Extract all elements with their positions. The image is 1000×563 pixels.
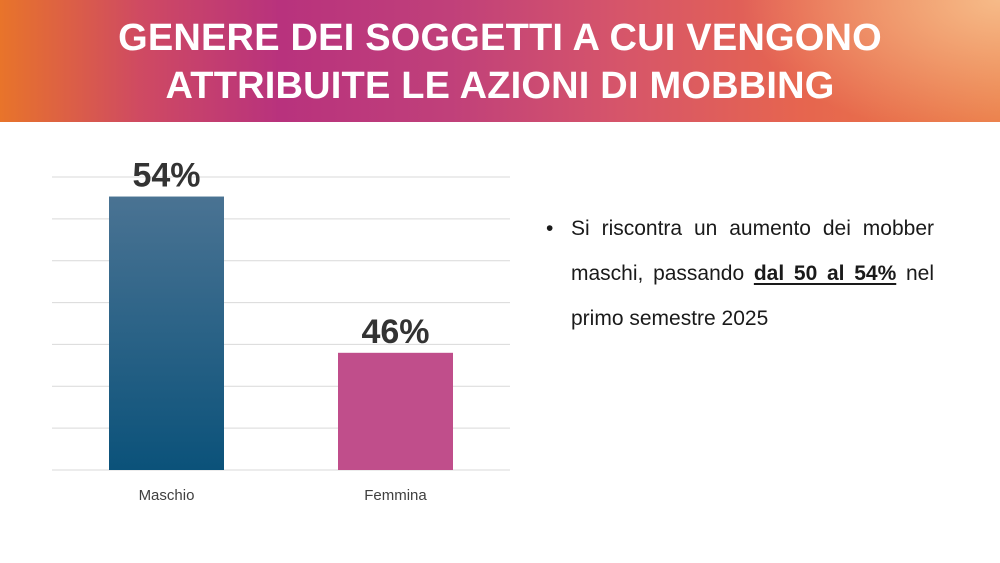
title-banner: GENERE DEI SOGGETTI A CUI VENGONO ATTRIB… <box>0 0 1000 122</box>
bar-femmina <box>338 352 453 470</box>
tick-label-femmina: Femmina <box>364 487 427 504</box>
tick-label-maschio: Maschio <box>139 487 195 504</box>
data-label-maschio: 54% <box>132 157 200 195</box>
page-title: GENERE DEI SOGGETTI A CUI VENGONO ATTRIB… <box>0 14 1000 110</box>
category-tick-labels: Maschio Femmina <box>139 487 428 504</box>
data-label-femmina: 46% <box>361 313 429 351</box>
bullet-highlight: dal 50 al 54% <box>753 262 897 285</box>
bullet-marker: • <box>546 217 554 240</box>
bullet-point: • Si riscontra un aumento dei mobber mas… <box>546 206 934 341</box>
bullet-text-after: nel primo semestre 2025 <box>571 262 934 330</box>
page-title-line-2: ATTRIBUITE LE AZIONI DI MOBBING <box>165 65 835 107</box>
data-labels: 54% 46% <box>132 157 429 351</box>
page-title-line-1: GENERE DEI SOGGETTI A CUI VENGONO <box>118 17 882 59</box>
bar-chart: 54% 46% Maschio Femmina <box>52 157 510 504</box>
bullet-text: Si riscontra un aumento dei mobber masch… <box>571 206 934 341</box>
bars <box>109 196 453 470</box>
bullet-text-before: Si riscontra un aumento dei mobber masch… <box>571 217 934 285</box>
bar-maschio <box>109 196 224 470</box>
